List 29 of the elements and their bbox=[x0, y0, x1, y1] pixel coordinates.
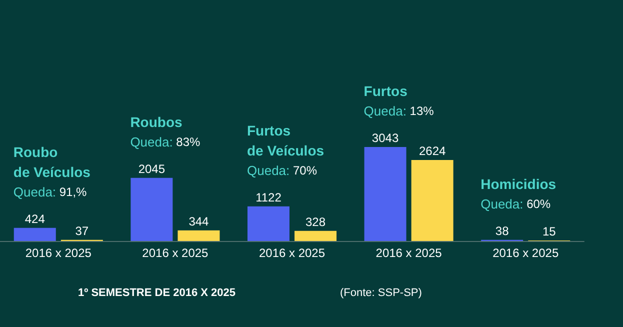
bar bbox=[294, 230, 337, 241]
annotation: Roubos Queda: 83% bbox=[130, 114, 201, 150]
annotation: Homicidios Queda: 60% bbox=[480, 176, 556, 212]
annotation: Furtos de Veículos Queda: 70% bbox=[247, 122, 324, 178]
bar bbox=[130, 178, 173, 241]
data-label: 37 bbox=[75, 224, 89, 238]
bar bbox=[178, 230, 220, 241]
x-tick-label: 2016 x 2025 bbox=[492, 246, 559, 260]
x-tick-label: 2016 x 2025 bbox=[25, 246, 92, 260]
data-label: 424 bbox=[24, 212, 46, 226]
data-label: 3043 bbox=[372, 131, 399, 145]
text: (Fonte: SSP-SP) bbox=[340, 287, 422, 299]
data-label: 344 bbox=[188, 214, 210, 228]
x-tick-label: 2016 x 2025 bbox=[376, 246, 442, 260]
bar bbox=[247, 206, 290, 241]
data-label: 1122 bbox=[256, 190, 282, 204]
data-label: 328 bbox=[306, 214, 326, 229]
bar bbox=[364, 147, 406, 241]
bar bbox=[411, 160, 454, 241]
bar bbox=[14, 228, 56, 241]
annotation: Roubo de Veículos Queda: 91,% bbox=[13, 144, 91, 200]
x-axis-title: 1º SEMESTRE DE 2016 X 2025 bbox=[78, 287, 236, 299]
text: Furtos Queda: 13% bbox=[364, 83, 434, 118]
x-tick-label: 2016 x 2025 bbox=[142, 246, 209, 260]
x-tick-label: 2016 x 2025 bbox=[258, 246, 326, 260]
data-label: 2624 bbox=[418, 144, 446, 158]
data-label: 15 bbox=[542, 224, 556, 239]
data-label: 2045 bbox=[138, 162, 166, 176]
data-label: 38 bbox=[495, 224, 510, 238]
